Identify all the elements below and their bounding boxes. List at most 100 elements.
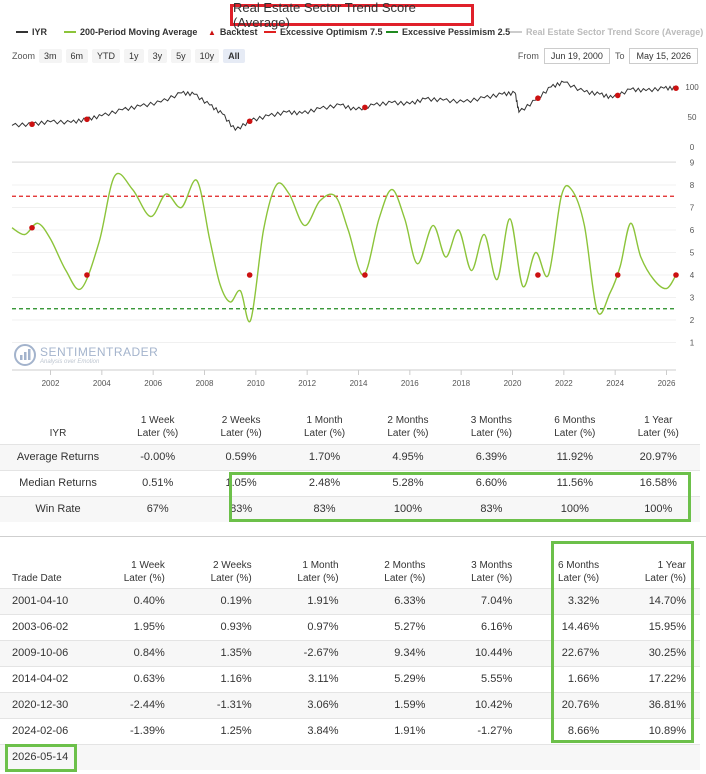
summary-row-average: Average Returns -0.00% 0.59% 1.70% 4.95%… bbox=[0, 443, 700, 470]
price-signal-point bbox=[535, 95, 541, 102]
price-signal-point bbox=[362, 104, 368, 111]
section-divider bbox=[0, 536, 706, 537]
x-tick-label: 2020 bbox=[504, 379, 522, 388]
backtest-signal-point bbox=[362, 272, 368, 278]
summary-table: IYR 1 Week Later (%) 2 Weeks Later (%) 1 M… bbox=[0, 410, 700, 522]
legend-ma[interactable]: 200-Period Moving Average bbox=[64, 27, 197, 37]
sentimentrader-logo-icon bbox=[14, 344, 36, 366]
y-tick-label: 3 bbox=[690, 294, 695, 303]
price-signal-point bbox=[614, 92, 621, 99]
backtest-signal-point bbox=[535, 272, 541, 278]
line-swatch-icon bbox=[64, 31, 76, 33]
x-tick-label: 2026 bbox=[658, 379, 676, 388]
watermark-name: SENTIMENTRADER bbox=[40, 345, 159, 359]
summary-col-header: 3 Months Later (%) bbox=[470, 414, 512, 439]
trade-row: 2009-10-06 0.84% 1.35% -2.67% 9.34% 10.44% 22… bbox=[0, 639, 700, 666]
trades-col-header: 2 Months Later (%) bbox=[384, 559, 426, 584]
legend-raw[interactable]: Real Estate Sector Trend Score (Average) bbox=[510, 27, 703, 37]
iyr-price-line bbox=[11, 80, 677, 132]
from-date-input[interactable]: Jun 19, 2000 bbox=[543, 48, 610, 64]
trades-col-header: 3 Months Later (%) bbox=[471, 559, 513, 584]
zoom-label: Zoom bbox=[12, 51, 36, 61]
x-tick-label: 2024 bbox=[606, 379, 624, 388]
x-tick-label: 2018 bbox=[452, 379, 470, 388]
x-tick-label: 2004 bbox=[93, 379, 111, 388]
price-signal-point bbox=[673, 85, 679, 91]
zoom-3m-button[interactable]: 3m bbox=[39, 49, 62, 63]
x-tick-label: 2006 bbox=[144, 379, 162, 388]
backtest-signal-point bbox=[673, 272, 679, 278]
summary-ticker-header: IYR bbox=[49, 427, 67, 439]
price-signal-point bbox=[84, 116, 90, 123]
x-tick-label: 2022 bbox=[555, 379, 573, 388]
dashed-swatch-icon bbox=[264, 31, 276, 33]
dashed-swatch-icon bbox=[386, 31, 398, 33]
zoom-ytd-button[interactable]: YTD bbox=[92, 49, 121, 63]
zoom-3y-button[interactable]: 3y bbox=[147, 49, 168, 63]
chart-title: Real Estate Sector Trend Score (Average) bbox=[230, 0, 474, 30]
backtest-signal-point bbox=[246, 272, 253, 278]
x-tick-label: 2008 bbox=[196, 379, 214, 388]
y-tick-label: 50 bbox=[688, 113, 697, 122]
chart-area: 1 2 3 4 5 6 7 8 9 0 50 100 2002 2004 2006 2008 2010 2012 2… bbox=[6, 0, 706, 388]
watermark-tagline: Analysis over Emotion bbox=[40, 359, 100, 365]
line-swatch-icon bbox=[16, 31, 28, 33]
summary-row-median: Median Returns 0.51% 1.05% 2.48% 5.28% 6… bbox=[0, 469, 700, 496]
summary-col-header: 2 Weeks Later (%) bbox=[220, 414, 262, 439]
summary-col-header: 6 Months Later (%) bbox=[554, 414, 596, 439]
zoom-all-button[interactable]: All bbox=[223, 49, 245, 63]
trade-row: 2003-06-02 1.95% 0.93% 0.97% 5.27% 6.16% 14.4… bbox=[0, 613, 700, 640]
y-tick-label: 4 bbox=[690, 271, 695, 280]
summary-header-row: IYR 1 Week Later (%) 2 Weeks Later (%) 1 M… bbox=[0, 410, 700, 444]
zoom-5y-button[interactable]: 5y bbox=[171, 49, 191, 63]
y-tick-label: 9 bbox=[690, 159, 695, 168]
trade-row: 2020-12-30 -2.44% -1.31% 3.06% 1.59% 10.42% 2… bbox=[0, 691, 700, 718]
trades-table: Trade Date 1 Week Later (%) 2 Weeks Later … bbox=[0, 546, 700, 770]
price-signal-point bbox=[29, 121, 35, 128]
trades-col-header: 1 Year Later (%) bbox=[644, 559, 686, 584]
chart-title-text: Real Estate Sector Trend Score (Average) bbox=[233, 0, 416, 30]
summary-row-winrate: Win Rate 67% 83% 83% 100% 83% 100% 100% bbox=[0, 495, 700, 522]
y-tick-label: 5 bbox=[690, 249, 695, 258]
y-tick-label: 2 bbox=[690, 316, 695, 325]
trade-row: 2026-05-14 bbox=[0, 743, 700, 770]
zoom-10y-button[interactable]: 10y bbox=[194, 49, 220, 63]
zoom-1y-button[interactable]: 1y bbox=[124, 49, 144, 63]
backtest-signal-point bbox=[614, 272, 621, 278]
trade-date-header: Trade Date bbox=[12, 572, 62, 584]
zoom-controls: Zoom 3m 6m YTD 1y 3y 5y 10y All bbox=[12, 48, 245, 64]
legend-optimism[interactable]: Excessive Optimism 7.5 bbox=[264, 27, 383, 37]
line-swatch-icon bbox=[510, 31, 522, 33]
backtest-signal-point bbox=[29, 224, 35, 231]
price-signal-point bbox=[246, 118, 253, 125]
triangle-icon: ▲ bbox=[208, 27, 216, 37]
legend-backtest[interactable]: ▲ Backtest bbox=[208, 27, 258, 37]
y-tick-label: 0 bbox=[690, 143, 695, 152]
y-tick-label: 1 bbox=[690, 339, 695, 348]
summary-col-header: 1 Week Later (%) bbox=[137, 414, 179, 439]
legend-iyr[interactable]: IYR bbox=[16, 27, 47, 37]
x-tick-label: 2012 bbox=[298, 379, 316, 388]
trades-col-header: 1 Week Later (%) bbox=[123, 559, 165, 584]
trade-row: 2014-04-02 0.63% 1.16% 3.11% 5.29% 5.55% 1.66… bbox=[0, 665, 700, 692]
to-date-input[interactable]: May 15, 2026 bbox=[629, 48, 698, 64]
trade-row: 2024-02-06 -1.39% 1.25% 3.84% 1.91% -1.27% 8.… bbox=[0, 717, 700, 744]
summary-col-header: 1 Year Later (%) bbox=[637, 414, 679, 439]
zoom-6m-button[interactable]: 6m bbox=[65, 49, 89, 63]
chart-canvas: 1 2 3 4 5 6 7 8 9 0 50 100 2002 2004 2006 2008 2010 2012 2… bbox=[11, 80, 699, 388]
summary-col-header: 1 Month Later (%) bbox=[303, 414, 346, 439]
y-tick-label: 7 bbox=[690, 204, 695, 213]
trades-header-row: Trade Date 1 Week Later (%) 2 Weeks Later … bbox=[0, 546, 700, 588]
trades-col-header: 2 Weeks Later (%) bbox=[210, 559, 252, 584]
y-tick-label: 8 bbox=[690, 181, 695, 190]
x-tick-label: 2016 bbox=[401, 379, 419, 388]
x-tick-label: 2002 bbox=[42, 379, 60, 388]
legend: IYR 200-Period Moving Average ▲ Backtest … bbox=[6, 27, 706, 41]
y-tick-label: 6 bbox=[690, 226, 695, 235]
trades-col-header: 6 Months Later (%) bbox=[557, 559, 600, 584]
legend-pessimism[interactable]: Excessive Pessimism 2.5 bbox=[386, 27, 510, 37]
y-tick-label: 100 bbox=[685, 83, 699, 92]
from-label: From bbox=[517, 51, 539, 61]
to-label: To bbox=[614, 51, 625, 61]
x-tick-label: 2010 bbox=[247, 379, 265, 388]
